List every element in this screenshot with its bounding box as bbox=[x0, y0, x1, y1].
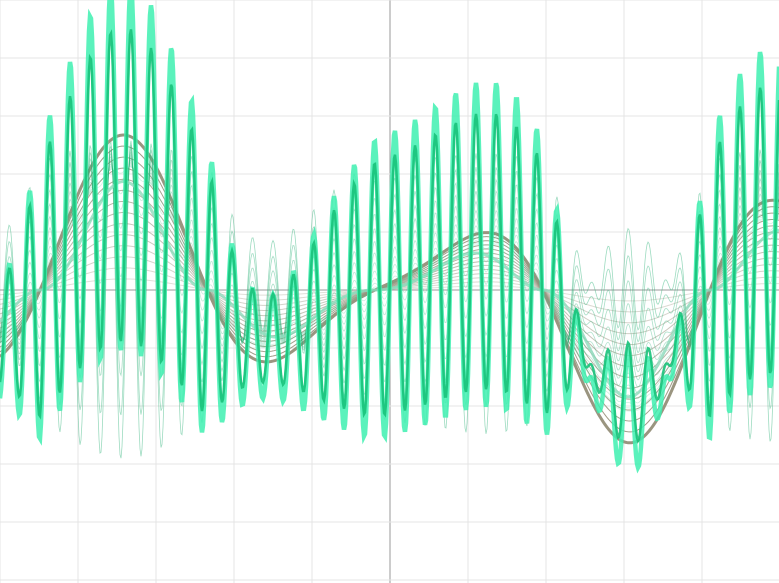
curves bbox=[0, 0, 779, 474]
modulated-curve bbox=[0, 29, 779, 444]
